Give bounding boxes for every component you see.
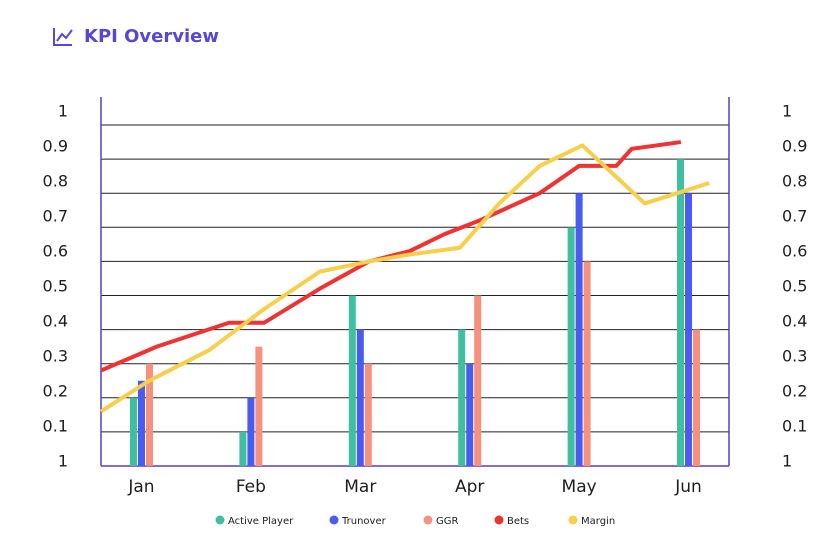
y-tick-label: 0.4 bbox=[782, 312, 807, 331]
y-tick-label: 0.2 bbox=[782, 382, 807, 401]
bar bbox=[583, 261, 591, 466]
y-tick-label: 1 bbox=[782, 102, 792, 121]
y-tick-label: 0.6 bbox=[43, 242, 68, 261]
bar bbox=[685, 193, 693, 466]
legend-marker bbox=[423, 515, 433, 525]
chart-title: KPI Overview bbox=[84, 26, 219, 47]
y-tick-label: 0.1 bbox=[782, 417, 807, 436]
bar bbox=[567, 227, 575, 466]
y-tick-label: 0.7 bbox=[43, 207, 68, 226]
y-tick-label: 0.8 bbox=[43, 172, 68, 191]
legend-label: Bets bbox=[507, 516, 529, 527]
x-tick-label: Feb bbox=[236, 477, 266, 497]
y-tick-label: 0.7 bbox=[782, 207, 807, 226]
bar bbox=[458, 329, 466, 466]
legend-label: Trunover bbox=[341, 516, 387, 527]
bar bbox=[137, 380, 145, 466]
bar bbox=[693, 329, 701, 466]
y-tick-label: 0.9 bbox=[782, 137, 807, 156]
legend-label: Margin bbox=[581, 516, 615, 527]
legend-marker bbox=[568, 515, 578, 525]
y-tick-label: 1 bbox=[58, 452, 68, 471]
y-tick-label: 0.3 bbox=[782, 347, 807, 366]
bar bbox=[466, 363, 474, 466]
y-tick-label: 0.9 bbox=[43, 137, 68, 156]
bar bbox=[239, 431, 247, 466]
y-tick-label: 0.8 bbox=[782, 172, 807, 191]
y-tick-label: 0.2 bbox=[43, 382, 68, 401]
legend-marker bbox=[494, 515, 504, 525]
x-tick-label: May bbox=[562, 477, 597, 497]
legend-label: GGR bbox=[436, 516, 458, 527]
title-icon bbox=[53, 28, 73, 46]
bar bbox=[255, 346, 263, 466]
bar bbox=[474, 295, 482, 466]
y-tick-label: 0.3 bbox=[43, 347, 68, 366]
bar bbox=[356, 329, 364, 466]
y-tick-label: 0.6 bbox=[782, 242, 807, 261]
line bbox=[99, 143, 710, 414]
y-tick-label: 0.1 bbox=[43, 417, 68, 436]
bar bbox=[348, 295, 356, 466]
y-tick-label: 1 bbox=[58, 102, 68, 121]
x-tick-label: Jun bbox=[674, 477, 702, 497]
bar bbox=[129, 397, 137, 466]
legend-marker bbox=[215, 515, 225, 525]
bar bbox=[575, 193, 583, 466]
x-tick-label: Jan bbox=[127, 477, 154, 497]
y-tick-label: 0.4 bbox=[43, 312, 68, 331]
bar bbox=[677, 159, 685, 466]
legend-label: Active Player bbox=[228, 516, 294, 527]
bar bbox=[247, 397, 255, 466]
y-tick-label: 0.5 bbox=[43, 277, 68, 296]
y-tick-label: 0.5 bbox=[782, 277, 807, 296]
legend-marker bbox=[329, 515, 339, 525]
x-tick-label: Mar bbox=[344, 477, 376, 497]
bar bbox=[145, 363, 153, 466]
bar bbox=[364, 363, 372, 466]
x-tick-label: Apr bbox=[455, 477, 484, 497]
line bbox=[100, 140, 682, 373]
y-tick-label: 1 bbox=[782, 452, 792, 471]
